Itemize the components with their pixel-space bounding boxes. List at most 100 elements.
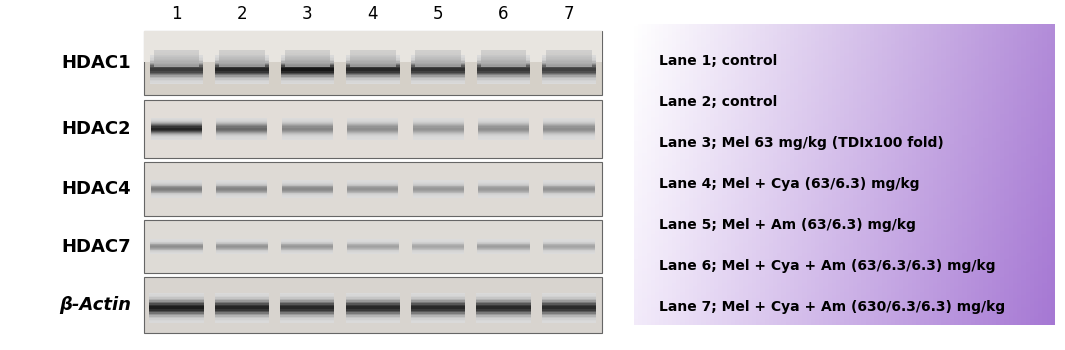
Bar xyxy=(216,249,268,250)
Bar xyxy=(280,83,334,84)
Bar xyxy=(412,189,463,190)
Bar xyxy=(543,193,594,194)
Bar xyxy=(478,195,529,196)
Bar xyxy=(347,136,398,138)
Bar xyxy=(153,66,199,68)
Bar xyxy=(149,304,203,306)
Bar xyxy=(543,191,594,192)
Bar xyxy=(215,299,269,300)
Bar xyxy=(346,65,399,67)
Bar xyxy=(215,77,268,78)
Bar xyxy=(546,53,592,55)
Bar xyxy=(412,186,463,187)
Text: Lane 4; Mel + Cya (63/6.3) mg/kg: Lane 4; Mel + Cya (63/6.3) mg/kg xyxy=(659,177,919,191)
Bar xyxy=(216,239,268,240)
Bar xyxy=(480,57,526,59)
Bar xyxy=(412,184,463,185)
Bar xyxy=(411,320,465,321)
Bar xyxy=(476,321,530,323)
Bar xyxy=(542,308,596,309)
Bar xyxy=(546,59,592,60)
Bar xyxy=(280,68,334,70)
Bar xyxy=(543,118,594,119)
Bar xyxy=(346,253,399,254)
Bar xyxy=(215,302,269,303)
Bar xyxy=(480,52,526,53)
Bar xyxy=(412,131,463,132)
Bar xyxy=(216,130,267,131)
Bar xyxy=(543,245,595,246)
Bar xyxy=(280,311,334,312)
Bar xyxy=(281,241,333,242)
Bar xyxy=(477,239,529,240)
Bar xyxy=(347,189,398,190)
Bar xyxy=(412,252,464,253)
Bar xyxy=(215,294,269,295)
Bar xyxy=(216,244,268,245)
Bar xyxy=(477,67,530,68)
Bar xyxy=(153,52,199,53)
Bar xyxy=(284,50,330,52)
Bar xyxy=(153,55,199,56)
Bar xyxy=(282,185,333,186)
Bar xyxy=(280,71,334,72)
Bar xyxy=(542,302,596,303)
Bar xyxy=(543,183,594,184)
Bar xyxy=(411,67,465,68)
Bar xyxy=(478,196,529,197)
Bar xyxy=(542,55,595,57)
Bar xyxy=(478,130,529,131)
Bar xyxy=(477,248,529,249)
Bar xyxy=(151,132,202,133)
Bar xyxy=(543,120,594,121)
Bar xyxy=(543,243,595,244)
Bar xyxy=(215,300,269,302)
Bar xyxy=(477,253,529,254)
Bar xyxy=(347,139,398,140)
Text: 1: 1 xyxy=(171,5,182,23)
Bar xyxy=(216,125,267,126)
Bar xyxy=(149,321,203,323)
Bar xyxy=(546,50,592,52)
Bar xyxy=(150,64,203,65)
Bar xyxy=(215,58,268,60)
Bar xyxy=(282,181,333,182)
Bar xyxy=(150,242,202,243)
Bar xyxy=(149,320,203,321)
Bar xyxy=(477,57,530,58)
Bar xyxy=(216,242,268,243)
Bar xyxy=(546,52,592,53)
Text: 6: 6 xyxy=(498,5,509,23)
Bar xyxy=(346,250,399,251)
Bar xyxy=(149,294,203,295)
Bar xyxy=(215,60,268,61)
Bar xyxy=(412,138,463,139)
Bar xyxy=(150,67,203,68)
Bar xyxy=(150,55,203,57)
Bar xyxy=(216,194,267,195)
Bar xyxy=(411,80,465,81)
Bar xyxy=(543,181,594,182)
Bar xyxy=(216,246,268,247)
Bar xyxy=(215,78,268,80)
Bar xyxy=(542,321,596,323)
Bar xyxy=(477,63,530,64)
Bar xyxy=(347,183,398,184)
Bar xyxy=(476,297,530,299)
Bar xyxy=(477,251,529,252)
Bar xyxy=(350,50,395,52)
Bar xyxy=(542,297,596,299)
Bar xyxy=(150,240,202,241)
Bar xyxy=(151,181,202,182)
Bar xyxy=(478,125,529,126)
Bar xyxy=(215,297,269,299)
Bar xyxy=(151,123,202,124)
Bar xyxy=(215,81,268,83)
Bar xyxy=(542,68,595,70)
Bar xyxy=(411,64,465,65)
Bar xyxy=(150,246,202,247)
Bar xyxy=(411,303,465,304)
Bar xyxy=(346,244,399,245)
Bar xyxy=(153,64,199,66)
Bar xyxy=(150,245,202,246)
